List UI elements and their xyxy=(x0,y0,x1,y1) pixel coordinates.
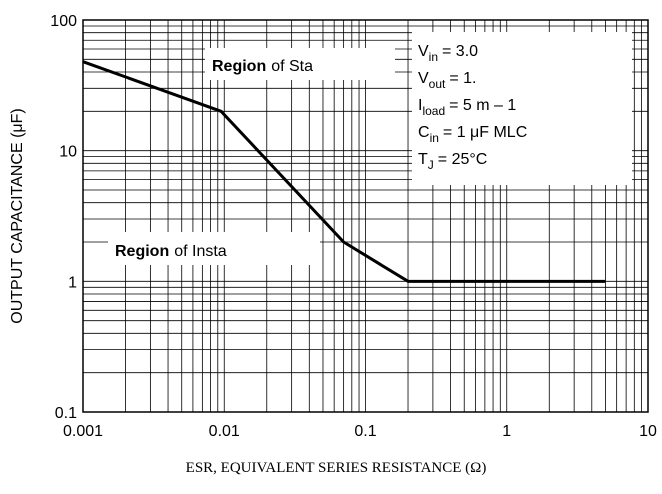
x-tick-label: 0.1 xyxy=(354,423,376,440)
annotation-text: of Insta xyxy=(174,243,227,260)
condition-symbol: V xyxy=(418,43,429,60)
annotation-bold: Region xyxy=(212,58,266,75)
annotation-box xyxy=(108,232,320,265)
condition-text: = 1. xyxy=(449,70,476,87)
condition-text: = 1 μF MLC xyxy=(443,124,527,141)
condition-sub: in xyxy=(429,50,438,64)
condition-symbol: T xyxy=(418,151,428,168)
condition-text: = 3.0 xyxy=(442,43,478,60)
x-tick-label: 0.01 xyxy=(209,423,240,440)
y-tick-label: 100 xyxy=(50,13,77,30)
condition-symbol: I xyxy=(418,97,422,114)
annotation-bold: Region xyxy=(115,243,169,260)
annotation-text: of Sta xyxy=(271,58,313,75)
condition: Cin = 1 μF MLC xyxy=(418,124,527,145)
condition-sub: out xyxy=(429,77,446,91)
annotation: Region of Sta xyxy=(212,58,313,75)
condition-sub: J xyxy=(428,158,434,172)
condition-sub: load xyxy=(422,104,445,118)
condition: TJ = 25°C xyxy=(418,151,487,172)
condition-text: = 5 m – 1 xyxy=(449,97,516,114)
condition: Vin = 3.0 xyxy=(418,43,478,64)
condition-text: = 25°C xyxy=(438,151,488,168)
annotation-box xyxy=(205,48,395,80)
condition: Vout = 1. xyxy=(418,70,477,91)
x-axis-label: ESR, EQUIVALENT SERIES RESISTANCE (Ω) xyxy=(186,460,487,476)
annotation: Region of Insta xyxy=(115,243,227,260)
y-tick-label: 1 xyxy=(68,274,77,291)
data-line xyxy=(82,60,606,283)
y-tick-label: 0.1 xyxy=(55,405,77,422)
y-tick-label: 10 xyxy=(59,144,77,161)
x-tick-label: 1 xyxy=(502,423,511,440)
conditions-box xyxy=(412,32,632,185)
plot-border xyxy=(82,19,649,413)
condition-sub: in xyxy=(430,131,439,145)
y-axis-label: OUTPUT CAPACITANCE (μF) xyxy=(9,108,26,323)
x-tick-label: 0.001 xyxy=(63,423,103,440)
condition: Iload = 5 m – 1 xyxy=(418,97,516,118)
condition-symbol: C xyxy=(418,124,430,141)
x-tick-label: 10 xyxy=(639,423,657,440)
condition-symbol: V xyxy=(418,70,429,87)
